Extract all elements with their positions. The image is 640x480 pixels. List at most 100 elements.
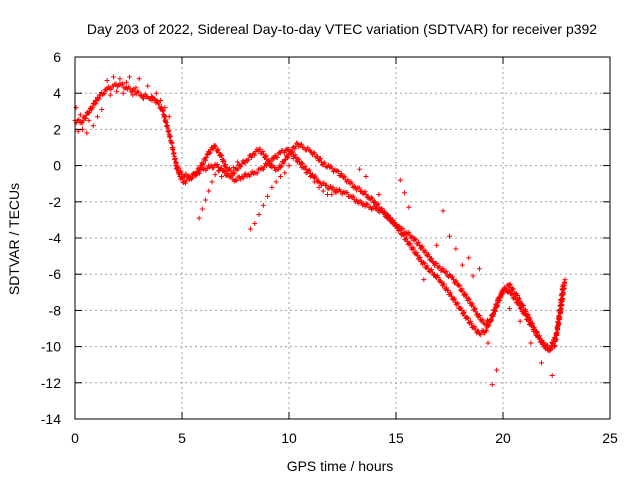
- track-marker: [444, 285, 450, 291]
- track-marker: [421, 260, 427, 266]
- track-marker: [541, 340, 547, 346]
- data-point: [549, 373, 555, 379]
- track-marker: [417, 254, 423, 260]
- track-marker: [200, 160, 206, 166]
- track-marker: [465, 315, 471, 321]
- data-point: [127, 74, 133, 80]
- track-marker: [510, 286, 516, 292]
- track-marker: [497, 297, 503, 303]
- data-point: [476, 266, 482, 272]
- track-marker: [265, 157, 271, 163]
- data-point: [325, 192, 331, 198]
- track-marker: [374, 202, 380, 208]
- track-marker: [284, 154, 290, 160]
- track-marker: [193, 171, 199, 177]
- track-marker: [450, 274, 456, 280]
- track-marker: [492, 308, 498, 314]
- track-marker: [294, 140, 300, 146]
- track-marker: [248, 171, 254, 177]
- track-marker: [242, 160, 248, 166]
- track-marker: [278, 164, 284, 170]
- data-point: [357, 166, 363, 172]
- data-point: [397, 177, 403, 183]
- track-marker: [413, 237, 419, 243]
- track-marker: [162, 113, 168, 119]
- y-tick-label: -4: [49, 230, 62, 246]
- track-marker: [416, 239, 422, 245]
- track-marker: [257, 146, 263, 152]
- track-marker: [169, 140, 175, 146]
- track-marker: [240, 175, 246, 181]
- track-marker: [341, 174, 347, 180]
- track-marker: [443, 268, 449, 274]
- data-point: [466, 255, 472, 261]
- data-point: [528, 340, 534, 346]
- data-point: [219, 173, 225, 179]
- track-marker: [483, 320, 489, 326]
- track-marker: [175, 164, 181, 170]
- track-marker: [142, 91, 148, 97]
- track-marker: [349, 181, 355, 187]
- data-point: [215, 168, 221, 174]
- track-marker: [472, 324, 478, 330]
- track-marker: [534, 329, 540, 335]
- track-marker: [188, 174, 194, 180]
- data-point: [442, 269, 448, 275]
- track-marker: [213, 144, 219, 150]
- data-point: [262, 154, 268, 160]
- track-marker: [400, 226, 406, 232]
- data-points: [72, 74, 568, 388]
- y-tick-label: 4: [53, 85, 61, 101]
- track-marker: [338, 171, 344, 177]
- data-point: [562, 277, 568, 283]
- data-point: [256, 211, 262, 217]
- track-marker: [540, 340, 546, 346]
- track-marker: [396, 223, 402, 229]
- y-axis-label: SDTVAR / TECUs: [6, 183, 22, 295]
- track-marker: [455, 301, 461, 307]
- data-point: [149, 97, 155, 103]
- track-marker: [223, 162, 229, 168]
- track-marker: [437, 264, 443, 270]
- track-marker: [503, 286, 509, 292]
- track-marker: [434, 260, 440, 266]
- track-marker: [302, 163, 308, 169]
- x-axis-label: GPS time / hours: [287, 458, 394, 474]
- track-marker: [93, 101, 99, 107]
- data-point: [111, 74, 117, 80]
- track-marker: [514, 293, 520, 299]
- track-marker: [521, 303, 527, 309]
- track-marker: [279, 163, 285, 169]
- track-marker: [416, 255, 422, 261]
- track-marker: [478, 332, 484, 338]
- track-marker: [209, 146, 215, 152]
- track-marker: [238, 164, 244, 170]
- data-point: [459, 262, 465, 268]
- data-point: [269, 184, 275, 190]
- track-marker: [534, 329, 540, 335]
- data-point: [282, 170, 288, 176]
- track-marker: [428, 266, 434, 272]
- data-point: [162, 105, 168, 111]
- track-marker: [231, 171, 237, 177]
- data-point: [376, 192, 382, 198]
- track-marker: [365, 201, 371, 207]
- data-point: [97, 92, 103, 98]
- track-marker: [317, 156, 323, 162]
- track-marker: [263, 153, 269, 159]
- track-marker: [468, 321, 474, 327]
- track-marker: [335, 169, 341, 175]
- track-marker: [234, 177, 240, 183]
- track-marker: [299, 160, 305, 166]
- track-marker: [462, 292, 468, 298]
- track-marker: [197, 167, 203, 173]
- data-point: [158, 97, 164, 103]
- data-point: [451, 297, 457, 303]
- track-marker: [338, 188, 344, 194]
- y-tick-label: 0: [53, 158, 61, 174]
- track-marker: [458, 305, 464, 311]
- data-point: [282, 157, 288, 163]
- track-marker: [266, 158, 272, 164]
- data-point: [107, 92, 113, 98]
- track-marker: [306, 167, 312, 173]
